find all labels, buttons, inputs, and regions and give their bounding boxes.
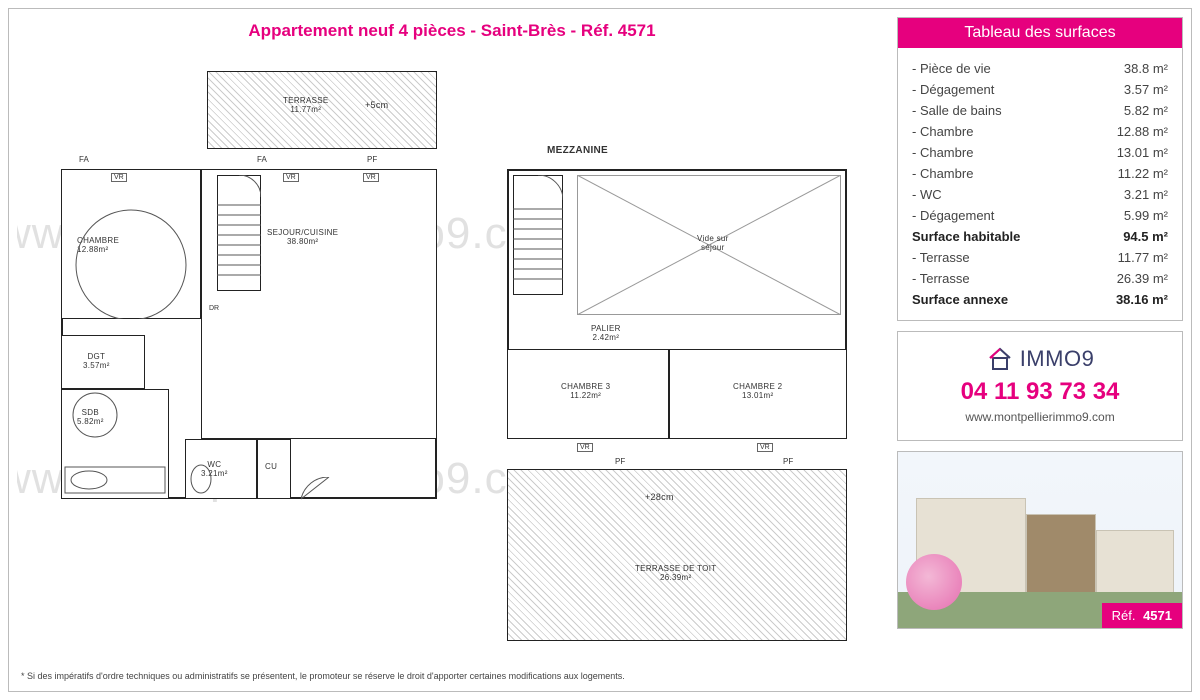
- surface-row: Terrasse 11.77 m²: [912, 247, 1168, 268]
- tag-vr: VR: [111, 173, 127, 182]
- listing-title: Appartement neuf 4 pièces - Saint-Brès -…: [17, 17, 887, 43]
- tag-vr: VR: [757, 443, 773, 452]
- sidebar: Tableau des surfaces Pièce de vie 38.8 m²…: [897, 17, 1183, 683]
- surface-name: Pièce de vie: [912, 61, 991, 76]
- page-frame: Appartement neuf 4 pièces - Saint-Brès -…: [8, 8, 1192, 692]
- website-url[interactable]: www.montpellierimmo9.com: [906, 410, 1174, 424]
- surface-value: 5.82 m²: [1124, 103, 1168, 118]
- ref-value: 4571: [1143, 608, 1172, 623]
- floorplan-area: www.montpellierimmo9.com www.montpellier…: [17, 49, 887, 663]
- tag-fa: FA: [79, 155, 89, 164]
- label-dgt: DGT3.57m²: [83, 353, 110, 371]
- surface-row: Surface habitable 94.5 m²: [912, 226, 1168, 247]
- footnote: * Si des impératifs d'ordre techniques o…: [17, 669, 887, 683]
- photo-tree: [906, 554, 962, 610]
- surface-value: 94.5 m²: [1123, 229, 1168, 244]
- surface-row: Surface annexe 38.16 m²: [912, 289, 1168, 310]
- surface-row: Dégagement 5.99 m²: [912, 205, 1168, 226]
- label-terrasse: TERRASSE11.77m²: [283, 97, 329, 115]
- label-vide: Vide surséjour: [697, 235, 729, 253]
- surface-row: Salle de bains 5.82 m²: [912, 100, 1168, 121]
- staircase-steps: [217, 175, 261, 291]
- label-terrasse-note2: +28cm: [645, 493, 674, 503]
- tag-pf: PF: [783, 457, 793, 466]
- house-icon: [986, 346, 1014, 372]
- surface-name: WC: [912, 187, 942, 202]
- surface-row: Chambre 12.88 m²: [912, 121, 1168, 142]
- photo-building: [1026, 514, 1096, 594]
- ref-label: Réf.: [1112, 608, 1136, 623]
- surfaces-header: Tableau des surfaces: [898, 18, 1182, 48]
- surfaces-rows: Pièce de vie 38.8 m² Dégagement 3.57 m² Sall…: [898, 48, 1182, 320]
- surface-value: 38.16 m²: [1116, 292, 1168, 307]
- surface-name: Terrasse: [912, 250, 970, 265]
- surface-value: 12.88 m²: [1117, 124, 1168, 139]
- fixture-wc: [185, 439, 257, 499]
- surfaces-panel: Tableau des surfaces Pièce de vie 38.8 m²…: [897, 17, 1183, 321]
- surface-value: 3.21 m²: [1124, 187, 1168, 202]
- surface-value: 3.57 m²: [1124, 82, 1168, 97]
- photo-building: [1096, 530, 1174, 594]
- surface-value: 38.8 m²: [1124, 61, 1168, 76]
- tag-fa: FA: [257, 155, 267, 164]
- tag-pf: PF: [615, 457, 625, 466]
- photo-panel: Réf. 4571: [897, 451, 1183, 629]
- label-terrasse-toit: TERRASSE DE TOIT26.39m²: [635, 565, 716, 583]
- plan-column: Appartement neuf 4 pièces - Saint-Brès -…: [17, 17, 887, 683]
- contact-panel: IMMO9 04 11 93 73 34 www.montpellierimmo…: [897, 331, 1183, 441]
- surface-name: Terrasse: [912, 271, 970, 286]
- surface-row: Dégagement 3.57 m²: [912, 79, 1168, 100]
- label-chambre3: CHAMBRE 311.22m²: [561, 383, 610, 401]
- fixture-sdb: [61, 389, 169, 499]
- surface-name: Chambre: [912, 145, 973, 160]
- surface-row: Chambre 13.01 m²: [912, 142, 1168, 163]
- surface-name: Dégagement: [912, 82, 994, 97]
- surface-name: Surface habitable: [912, 229, 1020, 244]
- surface-row: Chambre 11.22 m²: [912, 163, 1168, 184]
- label-cu: CU: [265, 463, 277, 472]
- surface-name: Salle de bains: [912, 103, 1002, 118]
- surface-value: 11.22 m²: [1118, 166, 1168, 181]
- surface-name: Chambre: [912, 166, 973, 181]
- brand-logo: IMMO9: [906, 346, 1174, 372]
- surface-name: Surface annexe: [912, 292, 1008, 307]
- surface-row: WC 3.21 m²: [912, 184, 1168, 205]
- tag-vr: VR: [363, 173, 379, 182]
- label-mezzanine: MEZZANINE: [547, 145, 608, 156]
- label-palier: PALIER2.42m²: [591, 325, 621, 343]
- label-terrasse-note: +5cm: [365, 101, 388, 111]
- logo-text: IMMO9: [1020, 346, 1095, 372]
- tag-dr: DR: [209, 305, 219, 312]
- fixture-circle: [61, 169, 201, 319]
- surface-value: 26.39 m²: [1117, 271, 1168, 286]
- label-chambre2: CHAMBRE 213.01m²: [733, 383, 782, 401]
- surface-row: Terrasse 26.39 m²: [912, 268, 1168, 289]
- surface-value: 13.01 m²: [1117, 145, 1168, 160]
- surface-value: 11.77 m²: [1118, 250, 1168, 265]
- room-terrasse-toit: [507, 469, 847, 641]
- surface-name: Dégagement: [912, 208, 994, 223]
- ref-badge: Réf. 4571: [1102, 603, 1182, 628]
- tag-pf: PF: [367, 155, 377, 164]
- door-main: [301, 477, 361, 517]
- staircase-mezz-steps: [513, 175, 563, 295]
- surface-name: Chambre: [912, 124, 973, 139]
- tag-vr: VR: [577, 443, 593, 452]
- tag-vr: VR: [283, 173, 299, 182]
- label-sejour: SEJOUR/CUISINE38.80m²: [267, 229, 338, 247]
- surface-row: Pièce de vie 38.8 m²: [912, 58, 1168, 79]
- surface-value: 5.99 m²: [1124, 208, 1168, 223]
- phone-number[interactable]: 04 11 93 73 34: [906, 378, 1174, 406]
